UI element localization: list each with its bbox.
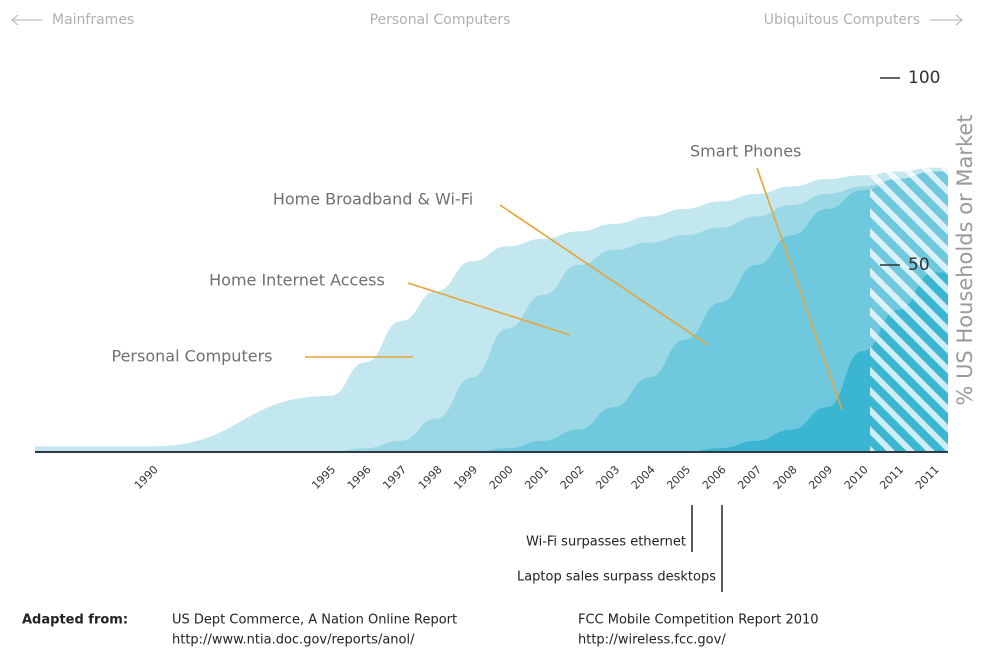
x-tick-label: 2001 [522,463,551,492]
source-text: FCC Mobile Competition Report 2010 [578,613,819,628]
leader-line [407,282,571,336]
era-label: Personal Computers [370,12,511,28]
x-tick-label: 2010 [842,463,871,492]
area [35,171,948,452]
x-tick-label: 1997 [380,463,409,492]
era-label: Ubiquitous Computers [764,12,920,28]
x-tick-label: 2006 [700,463,729,492]
x-tick-label: 2005 [664,463,693,492]
x-tick-label: 1996 [345,463,374,492]
series-label: Personal Computers [112,347,273,366]
x-tick-label: 2008 [771,463,800,492]
series-label: Home Broadband & Wi-Fi [273,190,473,209]
milestone-label: Wi-Fi surpasses ethernet [526,535,686,550]
series-label: Home Internet Access [209,271,385,290]
sources-label: Adapted from: [22,613,128,628]
x-tick-label: 2009 [806,463,835,492]
x-tick-label: 2007 [735,463,764,492]
era-arrow [11,14,19,26]
x-tick-label: 1990 [132,463,161,492]
y-tick-label: 100 [908,68,940,88]
x-tick-label: 1995 [309,463,338,492]
source-text: US Dept Commerce, A Nation Online Report [172,613,457,628]
projection-hatch [870,167,948,452]
leader-line [756,167,843,411]
x-tick-label: 2003 [593,463,622,492]
era-arrow [955,14,963,26]
x-tick-label: 2002 [558,463,587,492]
y-tick-label: 50 [908,255,930,275]
era-label: Mainframes [52,12,134,28]
series-label: Smart Phones [690,142,801,161]
x-tick-label: 2000 [487,463,516,492]
x-tick-label: 2011 [877,463,906,492]
source-url: http://www.ntia.doc.gov/reports/anol/ [172,633,415,648]
x-tick-label: 1999 [451,463,480,492]
leader-line [499,204,709,346]
area [35,272,948,452]
x-tick-label: 2004 [629,463,658,492]
x-tick-label: 1998 [416,463,445,492]
y-axis-label: % US Households or Market [953,114,977,405]
milestone-label: Laptop sales surpass desktops [517,570,716,585]
x-tick-label: 2011 [913,463,942,492]
source-url: http://wireless.fcc.gov/ [578,633,726,648]
